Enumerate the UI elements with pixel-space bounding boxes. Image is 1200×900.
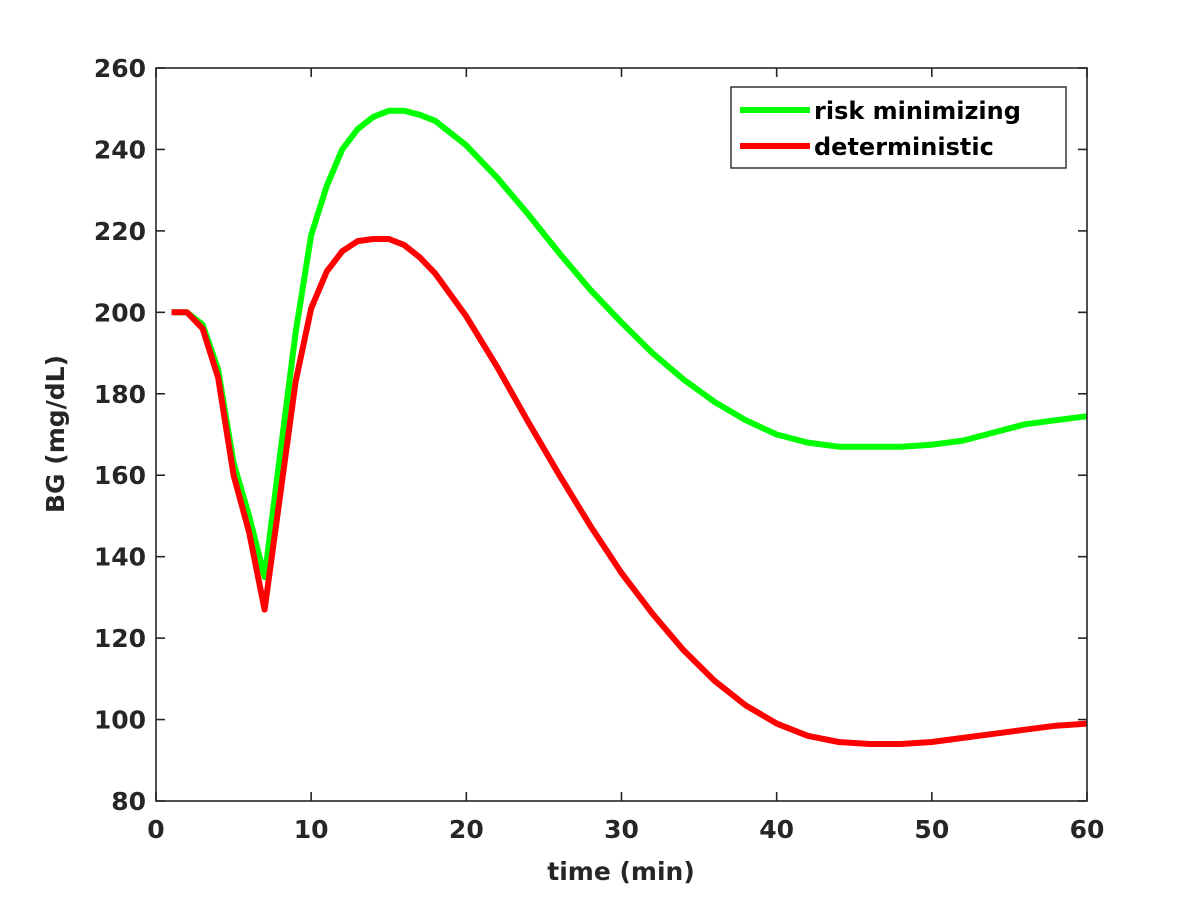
legend-label-deterministic: deterministic bbox=[814, 133, 994, 161]
y-tick-label: 140 bbox=[94, 543, 146, 572]
y-axis-label: BG (mg/dL) bbox=[41, 355, 70, 513]
y-tick-label: 100 bbox=[94, 706, 146, 735]
y-tick-label: 240 bbox=[94, 135, 146, 164]
tick-layer: 0 10 20 30 40 50 60 80 100 120 140 160 180 200 220 240 2… bbox=[94, 54, 1105, 844]
plot-area bbox=[156, 68, 1087, 801]
series-layer bbox=[171, 107, 1088, 747]
legend-box bbox=[730, 86, 1067, 169]
legend-label-risk-minimizing: risk minimizing bbox=[814, 97, 1021, 125]
series-line-deterministic bbox=[171, 236, 1088, 747]
y-tick-label: 220 bbox=[94, 217, 146, 246]
legend: risk minimizing deterministic bbox=[730, 86, 1067, 169]
x-axis-label: time (min) bbox=[547, 857, 695, 886]
x-tick-label: 0 bbox=[147, 815, 164, 844]
x-tick-label: 40 bbox=[759, 815, 794, 844]
x-tick-label: 10 bbox=[294, 815, 329, 844]
y-tick-label: 200 bbox=[94, 298, 146, 327]
y-tick-label: 160 bbox=[94, 461, 146, 490]
y-tick-label: 80 bbox=[111, 787, 146, 816]
y-tick-label: 180 bbox=[94, 380, 146, 409]
series-line-risk-minimizing bbox=[171, 107, 1088, 580]
y-tick-label: 120 bbox=[94, 624, 146, 653]
x-tick-label: 20 bbox=[449, 815, 484, 844]
x-tick-label: 50 bbox=[914, 815, 949, 844]
x-tick-label: 30 bbox=[604, 815, 639, 844]
y-tick-label: 260 bbox=[94, 54, 146, 83]
x-tick-label: 60 bbox=[1070, 815, 1105, 844]
